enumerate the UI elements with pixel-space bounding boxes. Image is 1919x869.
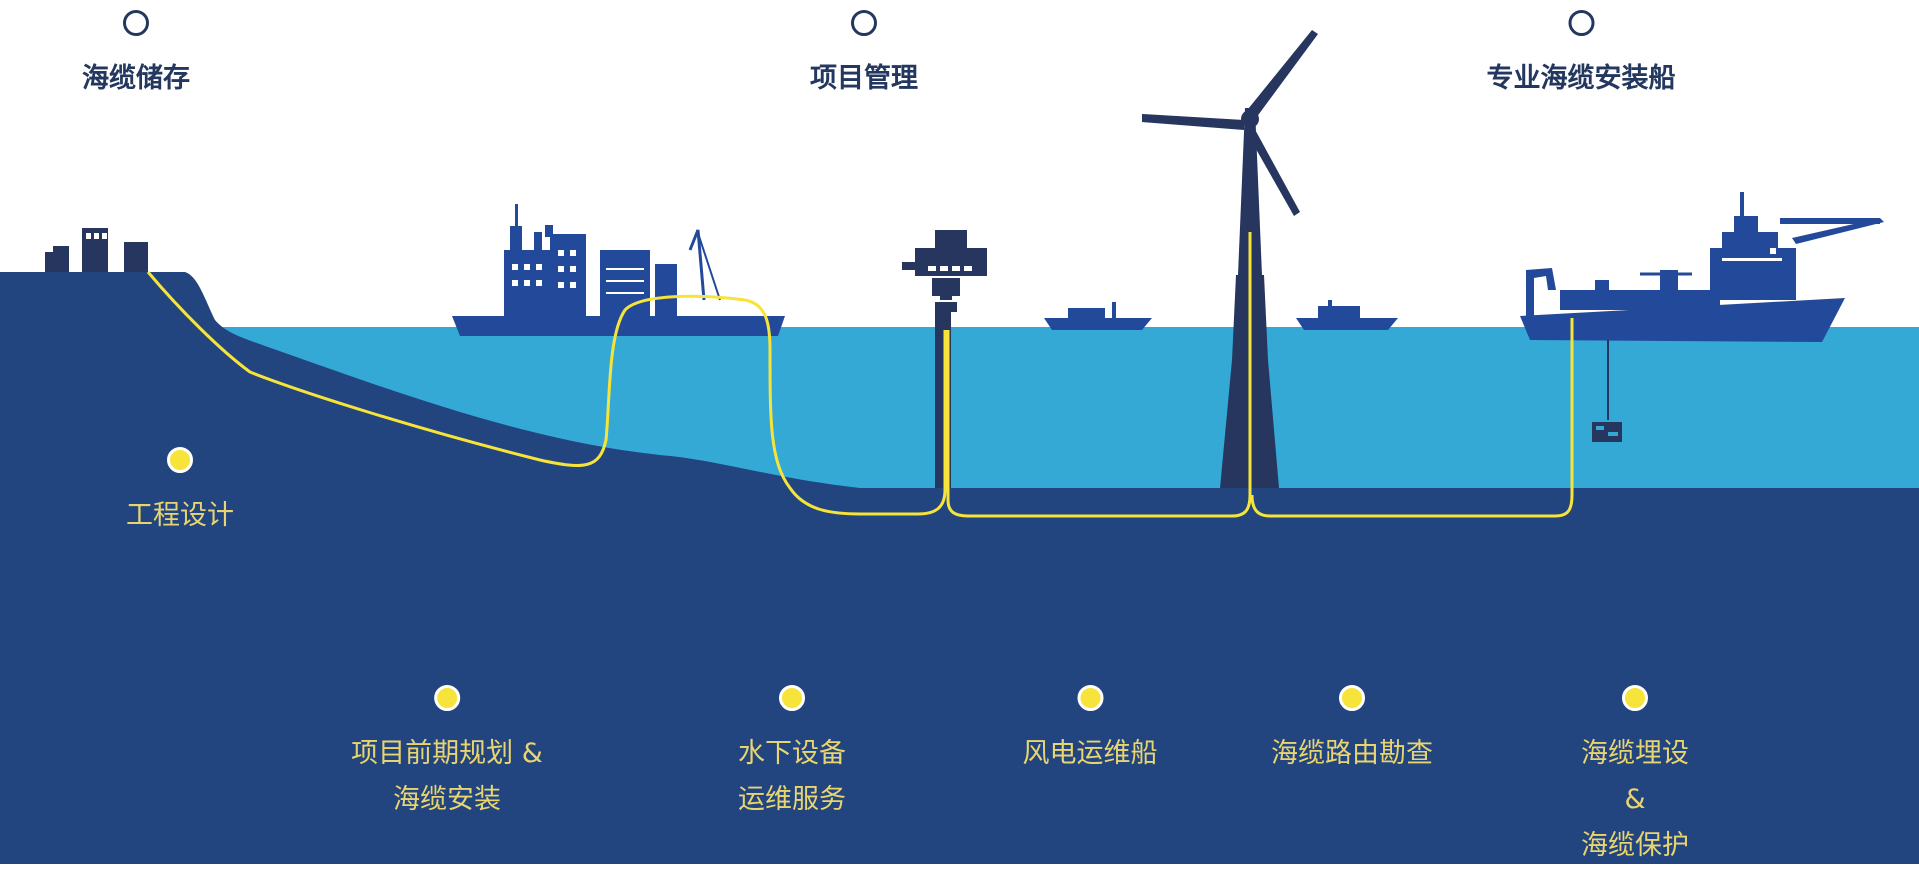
label-planning-line-2: 海缆安装 xyxy=(392,784,501,815)
cable-route-platform-turbine xyxy=(946,232,1252,518)
node-marker-icon xyxy=(1622,685,1648,711)
node-marker-icon xyxy=(851,10,877,36)
label-cable-storage: 海缆储存 xyxy=(82,63,190,94)
small-vessel-right xyxy=(1296,300,1398,330)
node-marker-icon xyxy=(1339,685,1365,711)
node-marker-icon xyxy=(167,447,193,473)
cable-route-turbine-vessel xyxy=(1250,318,1574,518)
cable-laying-vessel xyxy=(1520,192,1884,342)
vessel-windows xyxy=(1722,248,1782,261)
node-marker-icon xyxy=(779,685,805,711)
node-project-management[interactable]: 项目管理 xyxy=(810,10,918,102)
label-planning-line-1: 项目前期规划 & xyxy=(351,738,543,769)
seabed-landmass xyxy=(0,272,1919,864)
label-project-management: 项目管理 xyxy=(810,63,918,94)
label-subsea-line-1: 水下设备 xyxy=(738,738,846,769)
node-engineering[interactable]: 工程设计 xyxy=(126,447,234,539)
platform-windows xyxy=(928,266,972,271)
label-burial: 海缆埋设 & 海缆保护 xyxy=(1581,731,1689,869)
node-wind-vessel[interactable]: 风电运维船 xyxy=(1023,685,1158,777)
node-marker-icon xyxy=(123,10,149,36)
label-burial-line-2: & xyxy=(1624,784,1646,815)
label-cable-installation-vessel: 专业海缆安装船 xyxy=(1486,63,1676,94)
label-engineering: 工程设计 xyxy=(126,500,234,531)
cable-route-shore xyxy=(146,271,947,516)
label-subsea-line-2: 运维服务 xyxy=(738,784,846,815)
small-vessel-left xyxy=(1044,302,1152,330)
rov-device xyxy=(1592,340,1622,442)
node-marker-icon xyxy=(1077,685,1103,711)
node-marker-icon xyxy=(1568,10,1594,36)
node-burial[interactable]: 海缆埋设 & 海缆保护 xyxy=(1581,685,1689,869)
node-route-survey[interactable]: 海缆路由勘查 xyxy=(1271,685,1433,777)
label-burial-line-3: 海缆保护 xyxy=(1581,830,1689,861)
label-route-survey: 海缆路由勘查 xyxy=(1271,738,1433,769)
label-burial-line-1: 海缆埋设 xyxy=(1581,738,1689,769)
node-marker-icon xyxy=(433,685,460,711)
shore-buildings xyxy=(45,228,148,272)
node-cable-storage[interactable]: 海缆储存 xyxy=(82,10,190,102)
label-planning: 项目前期规划 & 海缆安装 xyxy=(351,731,543,823)
node-planning[interactable]: 项目前期规划 & 海缆安装 xyxy=(351,685,543,823)
label-subsea: 水下设备 运维服务 xyxy=(738,731,846,823)
node-cable-installation-vessel[interactable]: 专业海缆安装船 xyxy=(1487,10,1676,102)
node-subsea[interactable]: 水下设备 运维服务 xyxy=(738,685,846,823)
cargo-ship-windows xyxy=(512,250,644,294)
label-wind-vessel: 风电运维船 xyxy=(1022,738,1158,769)
